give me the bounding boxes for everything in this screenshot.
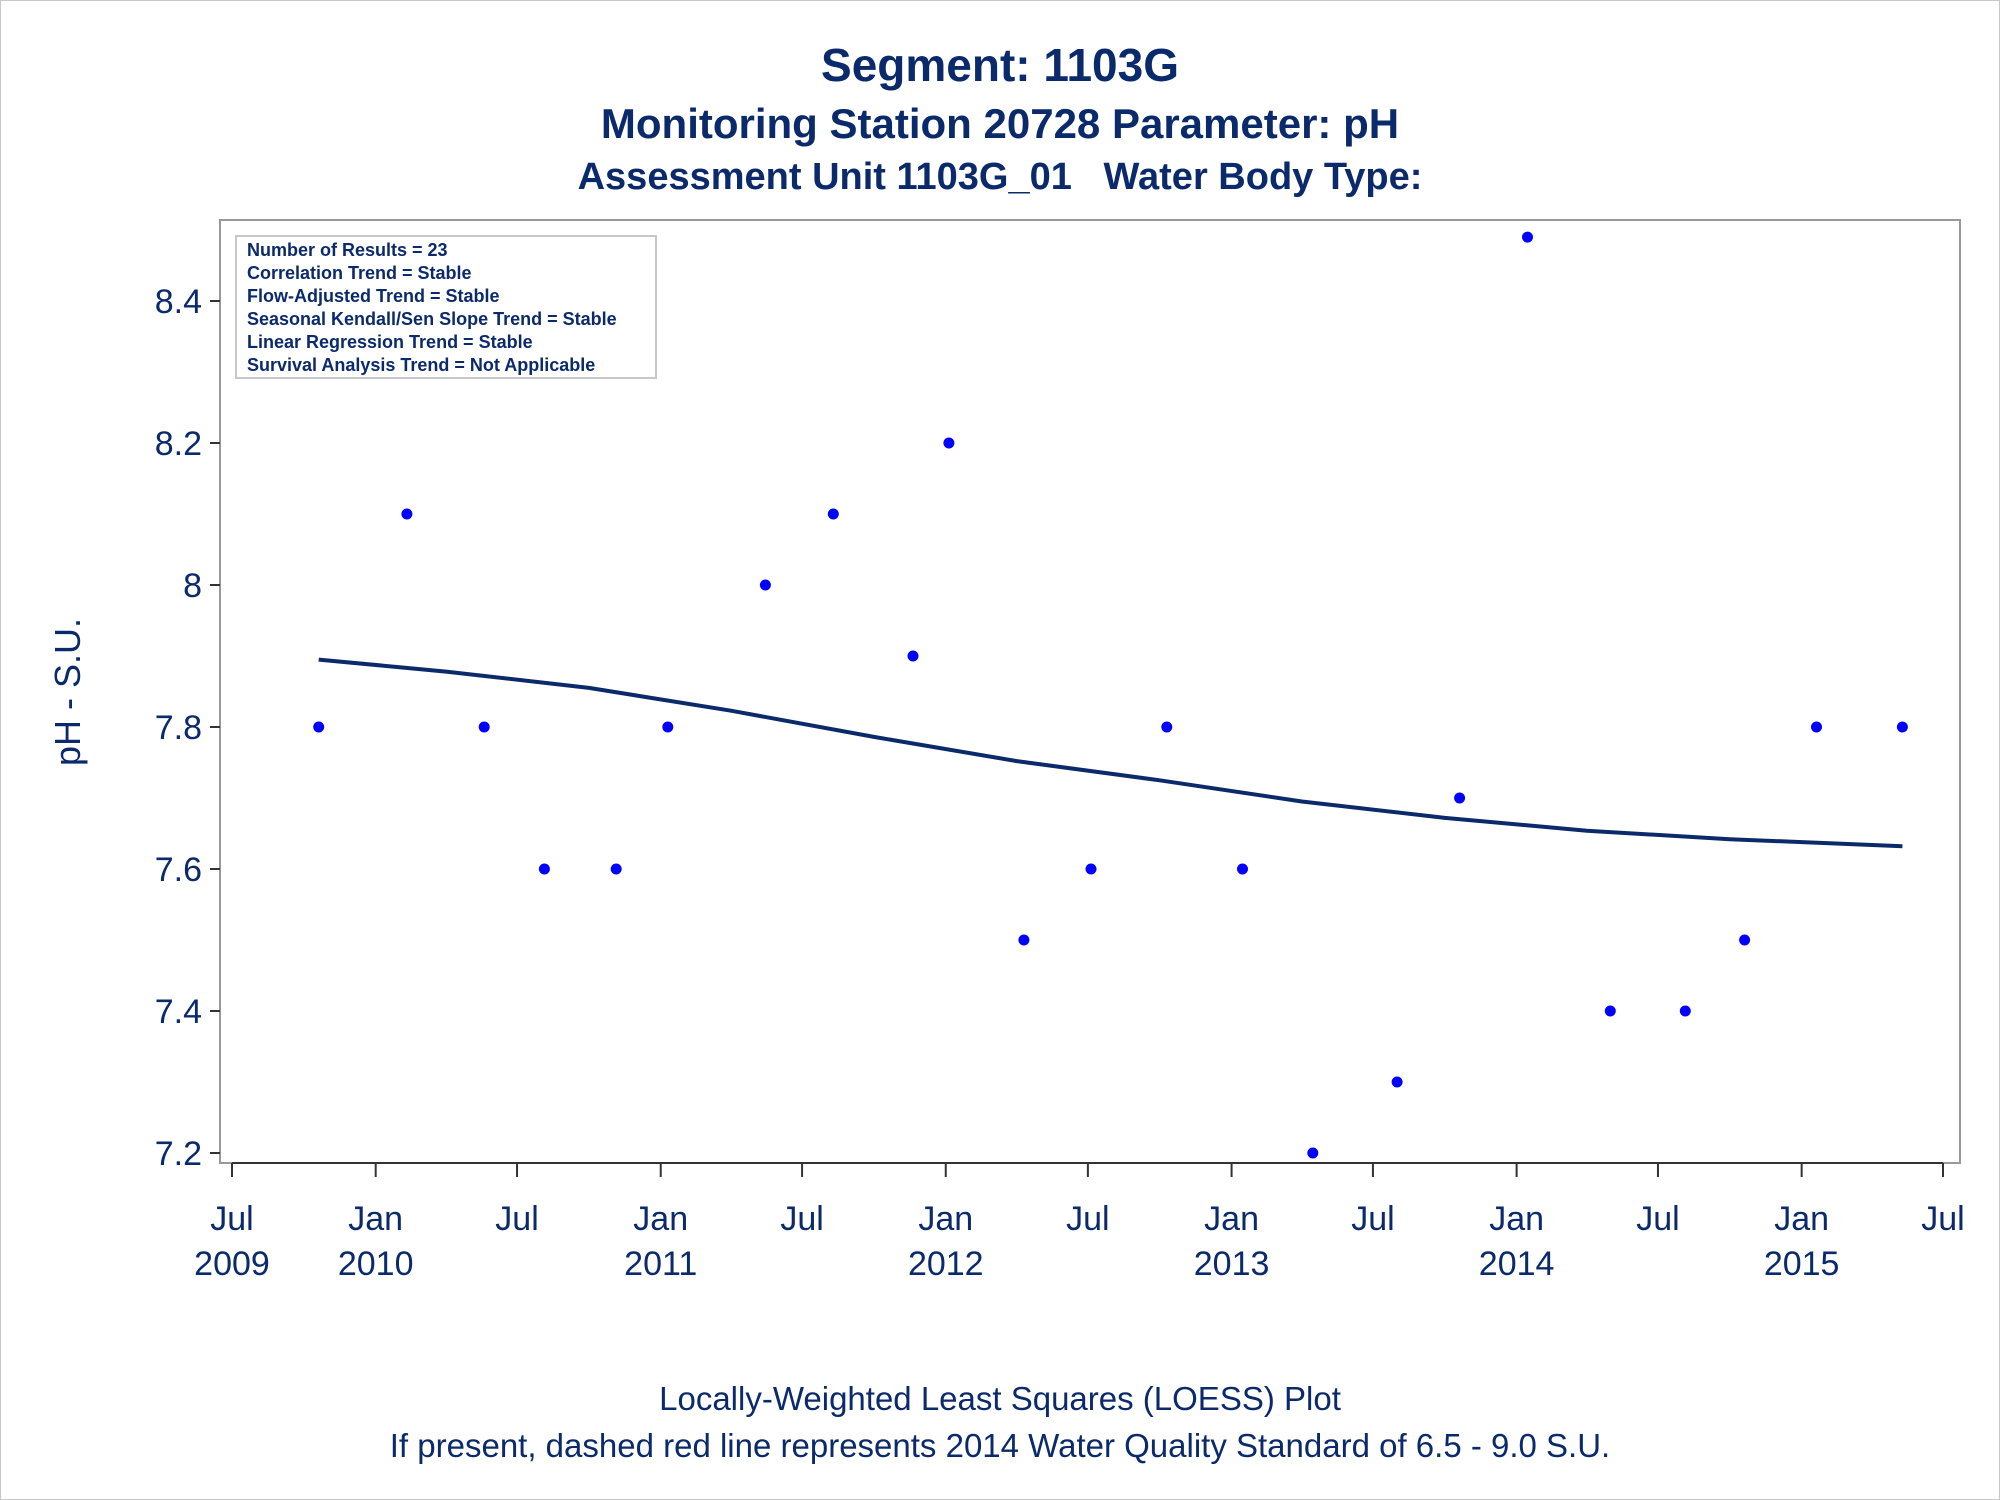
x-tick-month-2: Jul: [495, 1200, 538, 1238]
data-point-21: [1811, 721, 1822, 733]
inset-line-0: Number of Results = 23: [247, 240, 448, 260]
y-tick-label-3: 7.8: [155, 709, 202, 747]
data-point-19: [1679, 1005, 1691, 1017]
data-point-1: [401, 508, 413, 520]
x-tick-year-11: 2015: [1764, 1245, 1840, 1283]
loess-line: [318, 657, 1903, 849]
stats-inset-box: Number of Results = 23 Correlation Trend …: [235, 235, 657, 379]
x-tick-month-5: Jan: [918, 1200, 973, 1238]
data-point-0: [313, 721, 325, 733]
x-tick-month-11: Jan: [1774, 1200, 1829, 1238]
stats-inset-border: [235, 235, 657, 379]
y-tick-label-0: 7.2: [155, 1135, 202, 1173]
data-point-13: [1237, 863, 1248, 875]
y-axis-label: pH - S.U.: [47, 618, 88, 766]
inset-line-5: Survival Analysis Trend = Not Applicable: [247, 355, 595, 375]
chart-title: Segment: 1103G: [821, 39, 1179, 91]
x-tick-month-4: Jul: [780, 1200, 823, 1238]
data-point-16: [1454, 792, 1466, 804]
inset-line-2: Flow-Adjusted Trend = Stable: [247, 286, 500, 306]
data-point-5: [662, 721, 674, 733]
y-tick-label-4: 8: [183, 567, 202, 605]
footnote-standard: If present, dashed red line represents 2…: [389, 1427, 1611, 1464]
x-tick-month-7: Jan: [1204, 1200, 1259, 1238]
data-point-3: [538, 863, 550, 875]
x-tick-year-3: 2011: [624, 1245, 697, 1283]
inset-line-3: Seasonal Kendall/Sen Slope Trend = Stabl…: [247, 309, 617, 329]
data-point-15: [1391, 1076, 1403, 1088]
x-tick-year-7: 2013: [1194, 1245, 1270, 1283]
data-point-2: [478, 721, 490, 733]
x-tick-month-3: Jan: [633, 1200, 688, 1238]
x-tick-month-9: Jan: [1489, 1200, 1544, 1238]
x-tick-month-8: Jul: [1351, 1200, 1394, 1238]
chart-subtitle-assessment: Assessment Unit 1103G_01 Water Body Type…: [577, 156, 1423, 198]
inset-line-1: Correlation Trend = Stable: [247, 263, 472, 283]
data-point-6: [759, 579, 771, 591]
data-point-8: [907, 650, 919, 662]
data-point-18: [1604, 1005, 1616, 1017]
data-point-20: [1739, 934, 1751, 946]
x-tick-year-1: 2010: [338, 1245, 414, 1283]
scatter-series: [313, 231, 1908, 1159]
chart-subtitle-station: Monitoring Station 20728 Parameter: pH: [600, 100, 1400, 147]
data-point-9: [943, 437, 955, 449]
data-point-14: [1307, 1147, 1319, 1159]
footnote-loess: Locally-Weighted Least Squares (LOESS) P…: [659, 1380, 1341, 1417]
data-point-22: [1896, 721, 1908, 733]
x-tick-month-1: Jan: [348, 1200, 403, 1238]
x-tick-month-10: Jul: [1636, 1200, 1679, 1238]
loess-series: [318, 657, 1903, 849]
data-point-17: [1522, 231, 1533, 243]
y-tick-label-2: 7.6: [155, 851, 202, 889]
inset-line-4: Linear Regression Trend = Stable: [247, 332, 533, 352]
x-tick-year-5: 2012: [908, 1245, 984, 1283]
y-tick-label-1: 7.4: [155, 993, 202, 1031]
x-tick-month-0: Jul: [210, 1200, 253, 1238]
y-tick-label-6: 8.4: [155, 283, 202, 321]
x-tick-month-6: Jul: [1066, 1200, 1109, 1238]
data-point-7: [827, 508, 839, 520]
y-tick-label-5: 8.2: [155, 425, 202, 463]
x-axis: Jul 2009 Jan 2010 Jul Jan 2011 Jul Jan 2012 Jul Jan…: [194, 1162, 1965, 1283]
y-axis: 7.2 7.4 7.6 7.8 8 8.2 8.4: [155, 283, 220, 1173]
data-point-4: [610, 863, 622, 875]
x-tick-month-12: Jul: [1921, 1200, 1964, 1238]
data-point-12: [1161, 721, 1173, 733]
x-tick-year-0: 2009: [194, 1245, 270, 1283]
data-point-11: [1085, 863, 1097, 875]
data-point-10: [1018, 934, 1030, 946]
x-tick-year-9: 2014: [1479, 1245, 1555, 1283]
